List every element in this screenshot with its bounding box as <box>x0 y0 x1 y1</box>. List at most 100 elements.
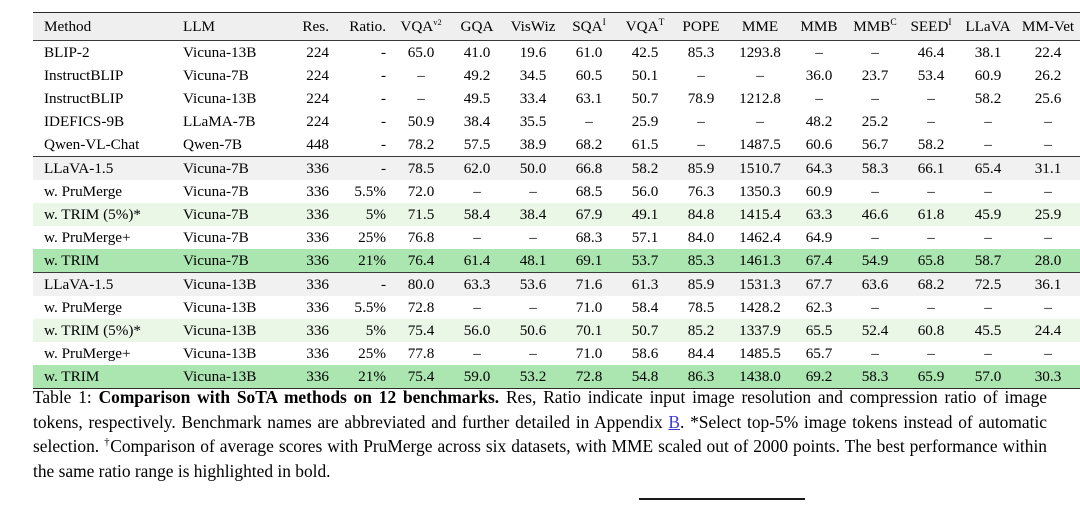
cell-seedi: 53.4 <box>903 64 959 87</box>
cell-vqav2: 78.2 <box>393 133 449 157</box>
cell-vqav2: 72.8 <box>393 296 449 319</box>
cell-res: 336 <box>287 226 338 249</box>
cell-gqa: – <box>449 296 505 319</box>
cell-method: w. TRIM <box>33 249 175 273</box>
col-header-res: Res. <box>287 12 338 41</box>
cell-llava: – <box>959 342 1017 365</box>
cell-vqat: 50.7 <box>617 87 673 110</box>
cell-llava: – <box>959 110 1017 133</box>
cell-mmbc: 58.3 <box>847 156 903 180</box>
cell-sqai: 68.2 <box>561 133 617 157</box>
cell-pope: – <box>673 64 729 87</box>
cell-gqa: 57.5 <box>449 133 505 157</box>
cell-pope: 85.3 <box>673 40 729 64</box>
cell-mmvet: 28.0 <box>1017 249 1079 273</box>
cell-llm: Vicuna-13B <box>175 365 287 389</box>
appendix-b-link[interactable]: B <box>668 411 681 432</box>
cell-ratio: - <box>338 272 393 296</box>
col-header-sqai: SQAI <box>561 12 617 41</box>
cell-mmvet: – <box>1017 180 1079 203</box>
cell-llava: – <box>959 133 1017 157</box>
cell-vqav2: 80.0 <box>393 272 449 296</box>
cell-method: w. TRIM (5%)* <box>33 319 175 342</box>
cell-mmvet: – <box>1017 110 1079 133</box>
cell-sqai: – <box>561 110 617 133</box>
caption-text-1: Res, Ratio indicate input image resoluti… <box>33 387 1047 432</box>
cell-mmb: 67.4 <box>791 249 847 273</box>
cell-mmbc: 56.7 <box>847 133 903 157</box>
cell-vqat: 61.5 <box>617 133 673 157</box>
cell-llava: – <box>959 180 1017 203</box>
cell-viswiz: 38.4 <box>505 203 561 226</box>
cell-gqa: 58.4 <box>449 203 505 226</box>
cell-mme: 1415.4 <box>729 203 791 226</box>
table-row: IDEFICS-9B LLaMA-7B 224-50.9 38.4 35.5–25.9–… <box>33 110 1080 133</box>
cell-method: LLaVA-1.5 <box>33 272 175 296</box>
cell-mmb: 62.3 <box>791 296 847 319</box>
table-header: Method LLM Res. Ratio. VQAv2 GQA VisWiz … <box>33 12 1080 41</box>
cell-mmb: – <box>791 87 847 110</box>
cell-method: w. PruMerge <box>33 296 175 319</box>
cell-mme: 1462.4 <box>729 226 791 249</box>
cell-llava: – <box>959 296 1017 319</box>
cell-mme: 1461.3 <box>729 249 791 273</box>
cell-mmvet: 25.9 <box>1017 203 1079 226</box>
cell-vqat: 42.5 <box>617 40 673 64</box>
cell-seedi: 65.9 <box>903 365 959 389</box>
col-header-pope: POPE <box>673 12 729 41</box>
cell-viswiz: 34.5 <box>505 64 561 87</box>
header-row: Method LLM Res. Ratio. VQAv2 GQA VisWiz … <box>33 12 1080 41</box>
cell-vqav2: 71.5 <box>393 203 449 226</box>
cell-mmvet: 31.1 <box>1017 156 1079 180</box>
table-body: BLIP-2 Vicuna-13B 224-65.0 41.0 19.6 61.0 42.5… <box>33 40 1080 389</box>
cell-sqai: 61.0 <box>561 40 617 64</box>
cell-viswiz: – <box>505 180 561 203</box>
cell-gqa: – <box>449 180 505 203</box>
cell-mmbc: 25.2 <box>847 110 903 133</box>
cell-llm: Vicuna-7B <box>175 249 287 273</box>
col-header-mmbc: MMBC <box>847 12 903 41</box>
cell-vqav2: 76.4 <box>393 249 449 273</box>
cell-viswiz: – <box>505 296 561 319</box>
cell-viswiz: 35.5 <box>505 110 561 133</box>
cell-llava: 58.2 <box>959 87 1017 110</box>
cell-ratio: 25% <box>338 342 393 365</box>
cell-mmbc: 63.6 <box>847 272 903 296</box>
cell-viswiz: 19.6 <box>505 40 561 64</box>
col-header-llm: LLM <box>175 12 287 41</box>
table-row: w. PruMerge Vicuna-7B 336 5.5% 72.0– –68.5 56.… <box>33 180 1080 203</box>
cell-ratio: 5.5% <box>338 296 393 319</box>
col-header-vqat: VQAT <box>617 12 673 41</box>
cell-ratio: 21% <box>338 365 393 389</box>
cell-gqa: 49.2 <box>449 64 505 87</box>
cell-llm: Vicuna-7B <box>175 64 287 87</box>
col-header-seedi: SEEDI <box>903 12 959 41</box>
cell-viswiz: 48.1 <box>505 249 561 273</box>
cell-ratio: - <box>338 87 393 110</box>
cell-mmvet: – <box>1017 133 1079 157</box>
cell-pope: – <box>673 110 729 133</box>
cell-llm: Qwen-7B <box>175 133 287 157</box>
cell-mmvet: 26.2 <box>1017 64 1079 87</box>
cell-mmb: 60.6 <box>791 133 847 157</box>
cell-method: w. TRIM <box>33 365 175 389</box>
cell-viswiz: 53.6 <box>505 272 561 296</box>
cell-llava: 58.7 <box>959 249 1017 273</box>
table-row: w. TRIM (5%)* Vicuna-7B 336 5% 71.5 58.4 38.4 6… <box>33 203 1080 226</box>
table-row: InstructBLIP Vicuna-7B 224- –49.2 34.5 60.5 50… <box>33 64 1080 87</box>
cell-vqav2: 75.4 <box>393 365 449 389</box>
cell-llava: 38.1 <box>959 40 1017 64</box>
cell-gqa: 56.0 <box>449 319 505 342</box>
cell-mme: 1337.9 <box>729 319 791 342</box>
cell-pope: 85.2 <box>673 319 729 342</box>
cell-vqav2: 76.8 <box>393 226 449 249</box>
table-row: LLaVA-1.5 Vicuna-7B 336-78.5 62.0 50.0 66.8 58… <box>33 156 1080 180</box>
table-row: Qwen-VL-Chat Qwen-7B 448-78.2 57.5 38.9 68.2 6… <box>33 133 1080 157</box>
cell-gqa: – <box>449 226 505 249</box>
caption-label: Table 1: <box>33 387 92 407</box>
cell-vqat: 25.9 <box>617 110 673 133</box>
cell-viswiz: 50.6 <box>505 319 561 342</box>
cell-sqai: 71.6 <box>561 272 617 296</box>
cell-mmbc: 23.7 <box>847 64 903 87</box>
